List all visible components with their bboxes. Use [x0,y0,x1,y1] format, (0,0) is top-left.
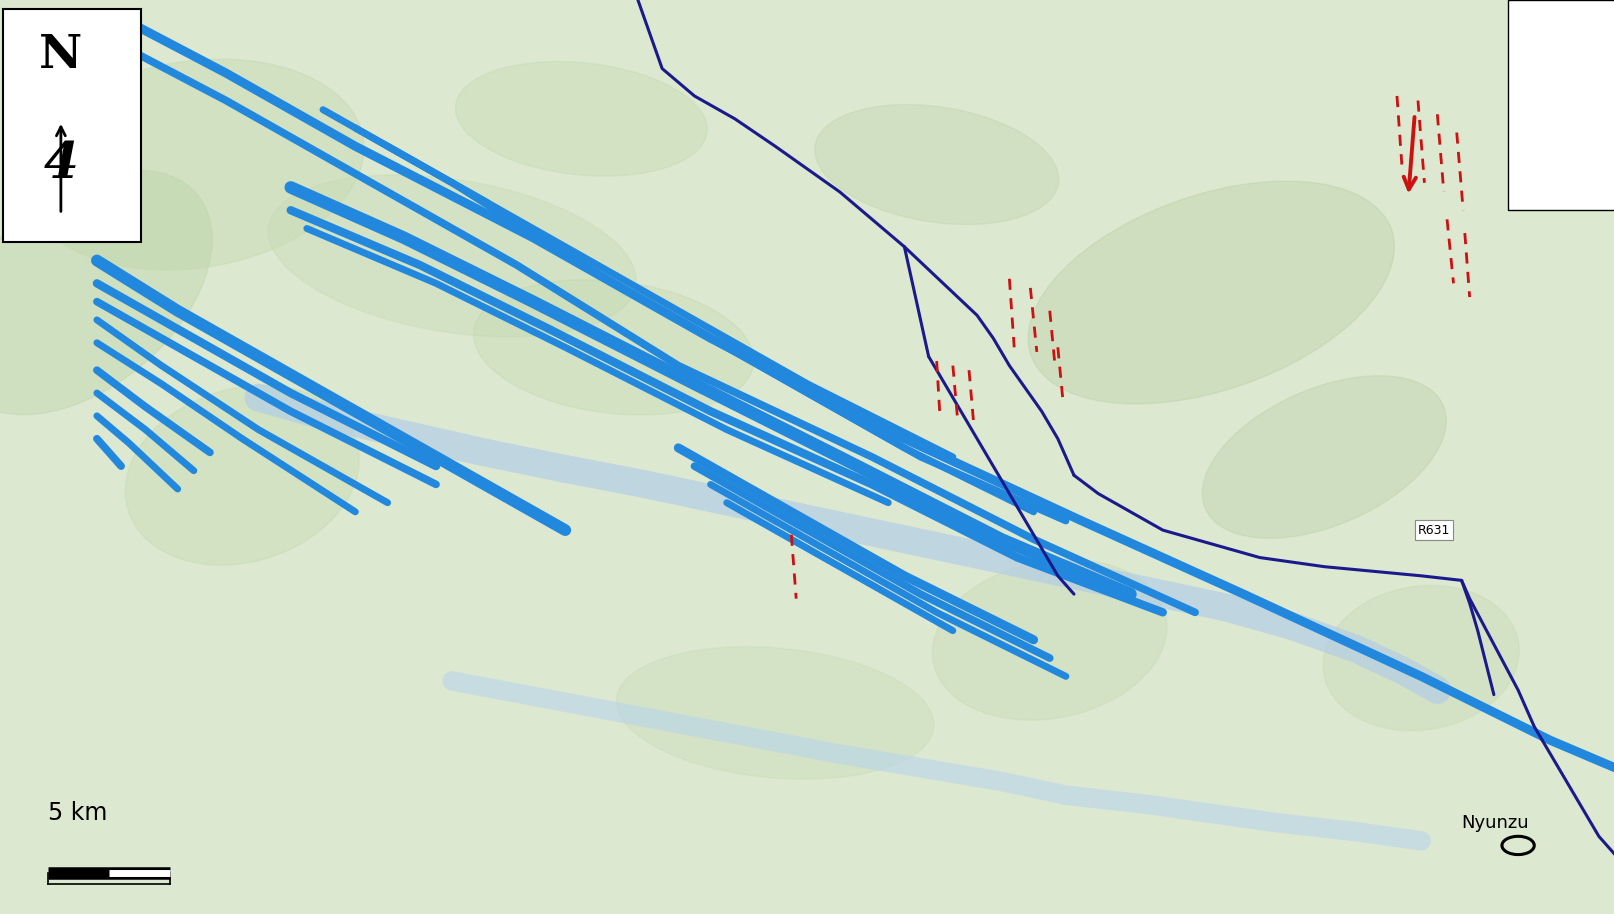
Text: 5 km: 5 km [48,802,108,825]
Ellipse shape [1201,376,1446,538]
Ellipse shape [268,175,636,336]
Ellipse shape [126,386,358,565]
Bar [3,9,140,242]
Ellipse shape [0,170,211,415]
Text: R631: R631 [1417,524,1449,537]
Ellipse shape [617,647,933,779]
Ellipse shape [455,61,707,176]
Text: 4: 4 [44,140,77,188]
Text: N: N [39,33,82,79]
Ellipse shape [1322,586,1519,730]
Ellipse shape [815,104,1057,225]
Ellipse shape [931,559,1167,720]
Bar [1507,0,1614,210]
Ellipse shape [473,280,754,415]
Ellipse shape [24,59,363,270]
Text: Nyunzu: Nyunzu [1461,813,1528,832]
Ellipse shape [1028,181,1393,404]
